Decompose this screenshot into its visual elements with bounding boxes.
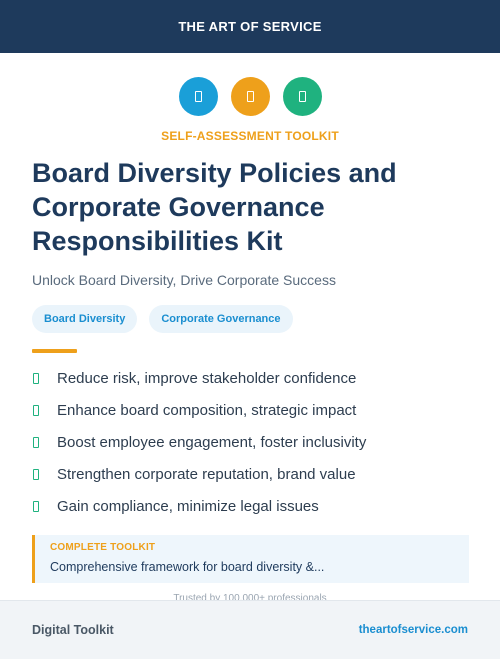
tag-list: Board Diversity Corporate Governance	[32, 305, 293, 333]
toolkit-callout: COMPLETE TOOLKIT Comprehensive framework…	[32, 535, 469, 583]
list-item: Enhance board composition, strategic imp…	[32, 394, 472, 426]
toolkit-kicker: SELF-ASSESSMENT TOOLKIT	[161, 129, 339, 143]
tag-board-diversity[interactable]: Board Diversity	[32, 305, 138, 333]
icon-row	[0, 77, 500, 116]
benefit-text: Reduce risk, improve stakeholder confide…	[57, 369, 357, 387]
benefit-list: Reduce risk, improve stakeholder confide…	[32, 362, 472, 522]
document-icon	[282, 77, 322, 116]
subtitle: Unlock Board Diversity, Drive Corporate …	[32, 272, 336, 288]
list-item: Reduce risk, improve stakeholder confide…	[32, 362, 472, 394]
benefit-text: Boost employee engagement, foster inclus…	[57, 433, 367, 451]
header-bar: THE ART OF SERVICE	[0, 0, 500, 53]
list-item: Boost employee engagement, foster inclus…	[32, 426, 472, 458]
footer-label: Digital Toolkit	[32, 623, 114, 637]
accent-divider	[32, 349, 77, 353]
check-icon	[33, 372, 39, 384]
check-icon	[33, 500, 39, 512]
benefit-text: Strengthen corporate reputation, brand v…	[57, 465, 356, 483]
check-icon	[33, 436, 39, 448]
page-title: Board Diversity Policies and Corporate G…	[32, 158, 397, 256]
footer: Digital Toolkit theartofservice.com	[0, 600, 500, 659]
callout-label: COMPLETE TOOLKIT	[50, 542, 156, 553]
benefit-text: Gain compliance, minimize legal issues	[57, 497, 319, 515]
check-icon	[33, 404, 39, 416]
list-item: Gain compliance, minimize legal issues	[32, 490, 472, 522]
document-icon	[178, 77, 218, 116]
callout-text: Comprehensive framework for board divers…	[50, 560, 325, 574]
document-icon	[230, 77, 270, 116]
check-icon	[33, 468, 39, 480]
tag-corporate-governance[interactable]: Corporate Governance	[149, 305, 293, 333]
list-item: Strengthen corporate reputation, brand v…	[32, 458, 472, 490]
brand-name: THE ART OF SERVICE	[178, 19, 322, 34]
website-link[interactable]: theartofservice.com	[358, 624, 468, 636]
trusted-note: Trusted by 100,000+ professionals	[173, 593, 327, 600]
benefit-text: Enhance board composition, strategic imp…	[57, 401, 357, 419]
